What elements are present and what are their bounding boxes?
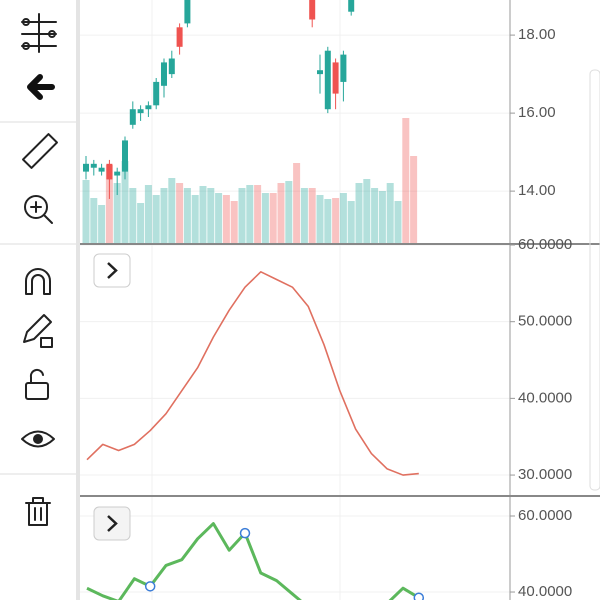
plot [80,0,510,600]
volume-bar [144,185,152,243]
volume-bar [168,178,176,243]
back-icon[interactable] [27,74,55,100]
candle-body [317,70,323,75]
candle-body [161,62,167,86]
volume-bar [394,201,402,243]
volume-bar [316,195,324,243]
volume-bar [339,193,347,243]
candle-body [332,62,339,94]
pane [80,245,510,476]
toolbar-border [76,0,80,600]
y-tick-label: 60.0000 [518,507,572,524]
expand-button[interactable] [93,506,131,541]
trash-icon[interactable] [25,497,51,526]
volume-bar [347,201,355,243]
y-tick-label: 40.0000 [518,583,572,600]
y-tick-label: 18.00 [518,26,556,43]
grid [151,0,341,600]
signal-marker [413,592,425,600]
volume-bar [269,193,277,243]
volume-bar [176,183,184,243]
magnet-icon[interactable] [25,268,51,295]
candle-body [114,171,121,176]
candle-body [168,58,175,75]
volume-bar [98,205,106,243]
settings-icon[interactable] [21,13,57,53]
y-tick-label: 14.00 [518,182,556,199]
candle-body [137,109,144,114]
volume-bar [199,186,207,243]
y-tick-label: 16.00 [518,104,556,121]
candle-body [309,0,316,20]
signal-marker [144,581,156,592]
volume-bar [378,191,386,243]
candle-body [90,163,97,168]
volume-bar [238,188,246,243]
volume-bar [285,181,293,243]
volume-bar [137,203,145,243]
volume-bar [363,179,371,243]
signal-marker [239,527,251,539]
pane [80,515,510,600]
y-tick-label: 60.0000 [518,236,572,253]
candle-body [184,0,191,24]
volume-bar [293,163,301,243]
volume-bar [261,193,269,243]
volume-bar [152,195,160,243]
volume-bar [129,188,137,243]
candle-body [153,81,160,106]
candle-body [129,109,136,125]
volume-bar [222,195,230,243]
volume-bar [332,198,340,243]
scroll-edge [589,69,600,491]
volume-bar [82,180,90,243]
volume-bar [300,188,308,243]
line-series [86,271,419,476]
draw-lock-icon[interactable] [23,314,53,348]
volume-bar [160,188,168,243]
volume-bar [371,188,379,243]
volume-bar [191,195,199,243]
candle-body [106,163,113,180]
candle-body [83,163,89,172]
volume-bar [90,198,98,243]
pane [80,0,510,243]
candle-body [348,0,355,12]
volume-bar [215,193,223,243]
zoom-icon[interactable] [24,195,53,224]
volume-bar [254,185,262,243]
volume-bar [386,183,394,243]
volume-bar [410,156,418,243]
volume-bar [105,165,113,243]
volume-bar [246,185,254,243]
volume-bar [121,161,129,243]
candle-body [340,54,347,82]
volume-bar [277,183,285,243]
toolbar [0,0,80,600]
unlock-icon[interactable] [25,368,49,400]
eye-icon[interactable] [21,430,55,448]
volume-bar [355,183,363,243]
candle-body [98,167,105,172]
expand-button[interactable] [93,253,131,288]
volume-bar [207,188,215,243]
candle-body [122,140,128,172]
line-series [86,522,420,600]
candle-body [145,105,152,110]
candle-body [176,27,183,47]
ruler-icon[interactable] [22,133,58,169]
candle-body [324,50,331,110]
y-tick-label: 40.0000 [518,389,572,406]
volume-bar [324,199,332,243]
volume-bar [230,201,238,243]
volume-bar [308,188,316,243]
y-tick-label: 30.0000 [518,466,572,483]
volume-bar [183,188,191,243]
volume-bar [113,183,121,243]
y-tick-label: 50.0000 [518,313,572,330]
volume-bar [402,118,410,243]
